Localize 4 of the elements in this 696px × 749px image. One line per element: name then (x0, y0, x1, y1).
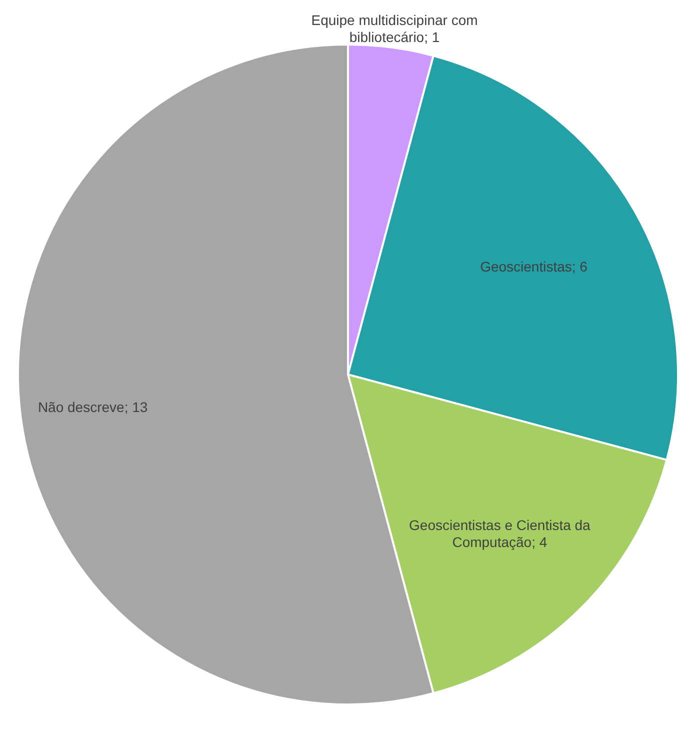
slice-label: Não descreve; 13 (38, 399, 148, 416)
slice-label: Geoscientistas e Cientista da Computação; 4 (409, 517, 591, 550)
slice-label: Geoscientistas; 6 (480, 258, 588, 274)
slice-label: Equipe multidiscipinar com bibliotecário; 1 (311, 12, 478, 46)
